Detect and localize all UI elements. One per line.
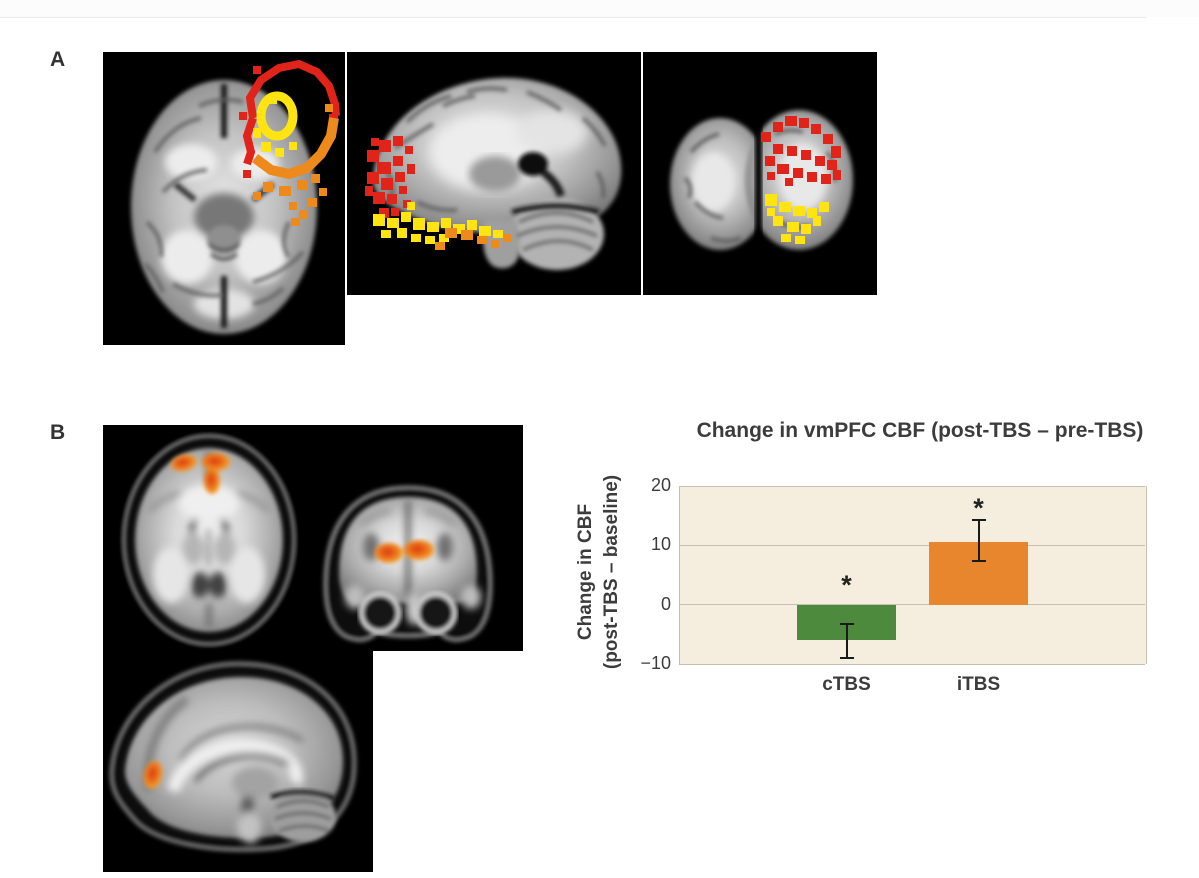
tbs-overlay-orange-cluster [435, 228, 511, 250]
chart-gridline [679, 663, 1145, 665]
significance-marker-iTBS: * [973, 492, 984, 523]
y-tick-label: 20 [650, 475, 671, 495]
panel-b-axial-coronal-template [103, 425, 523, 651]
chart-title: Change in vmPFC CBF (post-TBS – pre-TBS) [696, 419, 1144, 442]
cbf-cluster-sagittal [143, 761, 163, 789]
top-hairline [0, 17, 1146, 18]
significance-marker-cTBS: * [841, 569, 852, 600]
tbs-overlay-red-cluster [761, 116, 841, 186]
cbf-cluster-axial [171, 453, 230, 494]
chart-gridline [679, 604, 1145, 606]
error-cap-bottom-iTBS [971, 560, 986, 563]
y-tick-label: −10 [640, 653, 671, 673]
panel-a-sagittal-mri [347, 52, 641, 295]
panel-b-sagittal-template [103, 651, 373, 872]
cbf-cluster-coronal [375, 540, 434, 563]
y-axis-label-line1: Change in CBF [575, 503, 596, 641]
panel-b-label: B [50, 421, 66, 444]
tbs-overlay-yellow-cluster [765, 194, 829, 244]
chart-gridline [679, 544, 1145, 546]
panel-a-label: A [50, 48, 66, 71]
y-tick-label: 0 [660, 593, 671, 614]
tbs-overlay-yellow-cluster [373, 202, 503, 244]
panel-a-axial-mri [103, 52, 345, 345]
chart-gridline [679, 485, 1145, 487]
error-cap-bottom-cTBS [839, 657, 854, 660]
error-cap-top-cTBS [839, 622, 854, 625]
tbs-target-overlay-orange [252, 104, 339, 226]
tbs-target-overlay-red [242, 59, 340, 166]
panel-a-coronal-mri [643, 52, 877, 295]
tbs-target-overlay-yellow [253, 91, 298, 157]
x-tick-label-cTBS: cTBS [822, 674, 871, 695]
template-axial-slice [120, 432, 298, 648]
error-bar-iTBS [977, 520, 980, 562]
x-tick-label-iTBS: iTBS [956, 674, 1001, 695]
y-tick-label: 10 [650, 534, 671, 555]
error-cap-top-iTBS [971, 519, 986, 522]
chart-plot-area [679, 486, 1147, 664]
template-coronal-slice [323, 485, 493, 642]
error-bar-cTBS [845, 623, 848, 659]
top-margin-strip [0, 0, 1199, 17]
